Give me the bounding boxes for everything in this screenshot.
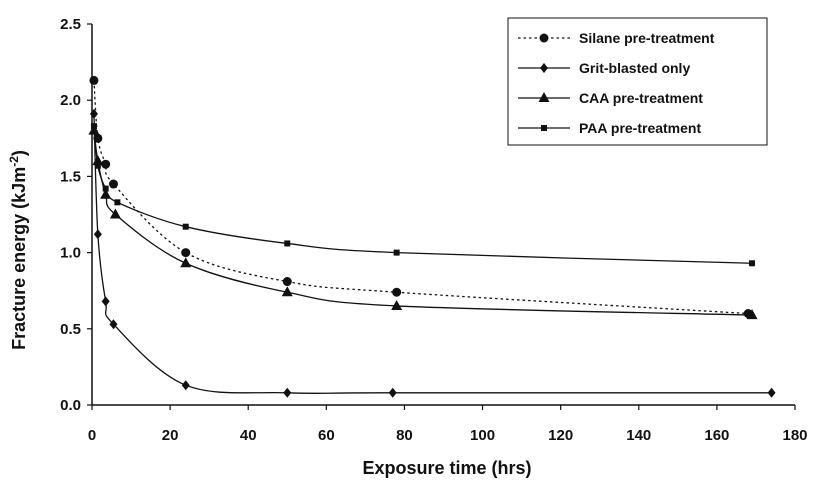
series-4-point <box>393 249 400 256</box>
x-tick-label: 40 <box>240 427 257 444</box>
x-tick-label: 20 <box>162 427 179 444</box>
series-1-point <box>108 179 118 189</box>
series-3-point <box>391 299 403 310</box>
series-4-line <box>93 126 753 264</box>
series-4 <box>90 123 756 267</box>
series-3-point <box>746 309 758 320</box>
series-3-point <box>109 208 121 219</box>
legend-marker-1 <box>539 33 549 43</box>
series-2-point <box>388 387 397 398</box>
series-4-point <box>114 199 121 206</box>
y-tick-label: 1.0 <box>60 245 81 262</box>
series-1 <box>89 75 753 319</box>
legend-box <box>507 17 768 146</box>
legend-label-4: PAA pre-treatment <box>579 120 701 136</box>
x-tick-label: 180 <box>782 427 807 444</box>
y-tick-label: 2.0 <box>60 92 81 109</box>
series-3-point <box>281 286 293 297</box>
series-4-point <box>182 223 189 230</box>
series-3-line <box>93 130 753 316</box>
series-4-point <box>90 123 97 130</box>
x-tick-label: 60 <box>318 427 335 444</box>
series-2-point <box>181 380 190 391</box>
series-2-point <box>767 387 776 398</box>
series-2-point <box>89 108 98 119</box>
legend-marker-2 <box>540 63 548 73</box>
y-axis-title-close: ) <box>9 150 29 156</box>
series-1-line <box>93 80 749 315</box>
series-2-line <box>93 113 772 395</box>
x-tick-label: 140 <box>626 427 651 444</box>
series-3-point <box>180 257 192 268</box>
y-tick-label: 1.5 <box>60 168 81 185</box>
x-tick-label: 160 <box>704 427 729 444</box>
legend-label-1: Silane pre-treatment <box>579 30 715 46</box>
x-tick-label: 0 <box>88 427 96 444</box>
y-axis-title-superscript: -2 <box>7 156 21 167</box>
series-1-point <box>101 159 111 169</box>
series-1-point <box>181 248 191 258</box>
legend-label-3: CAA pre-treatment <box>579 90 703 106</box>
legend-label-2: Grit-blasted only <box>579 60 690 76</box>
y-axis-title-main: Fracture energy (kJm <box>9 167 29 350</box>
y-tick-label: 0.5 <box>60 321 81 338</box>
y-tick-label: 0.0 <box>60 397 81 414</box>
series-2 <box>89 108 776 398</box>
series-1-point <box>89 75 99 85</box>
y-tick-label: 2.5 <box>60 16 81 33</box>
legend: Silane pre-treatment Grit-blasted only CAA… <box>507 17 768 146</box>
x-axis-title: Exposure time (hrs) <box>362 458 531 478</box>
series-3-point <box>92 155 104 166</box>
series-4-point <box>749 260 756 267</box>
series-4-point <box>94 162 101 169</box>
y-axis-title: Fracture energy (kJm-2) <box>7 150 29 350</box>
series-3 <box>88 124 758 320</box>
series-layer <box>88 75 776 398</box>
legend-marker-4 <box>541 125 547 131</box>
legend-marker-3 <box>538 92 550 102</box>
x-tick-label: 80 <box>396 427 413 444</box>
series-2-point <box>93 229 102 240</box>
series-4-point <box>102 185 109 192</box>
x-tick-label: 100 <box>470 427 495 444</box>
series-2-point <box>283 387 292 398</box>
series-4-point <box>284 240 291 247</box>
series-2-point <box>109 319 118 330</box>
axes: 0 20 40 60 80 100 120 140 160 180 0.0 0.5 1.0 1.5 2.0 2… <box>60 16 807 444</box>
series-1-point <box>392 287 402 297</box>
series-1-point <box>282 277 292 287</box>
series-2-point <box>101 296 110 307</box>
x-tick-label: 120 <box>548 427 573 444</box>
